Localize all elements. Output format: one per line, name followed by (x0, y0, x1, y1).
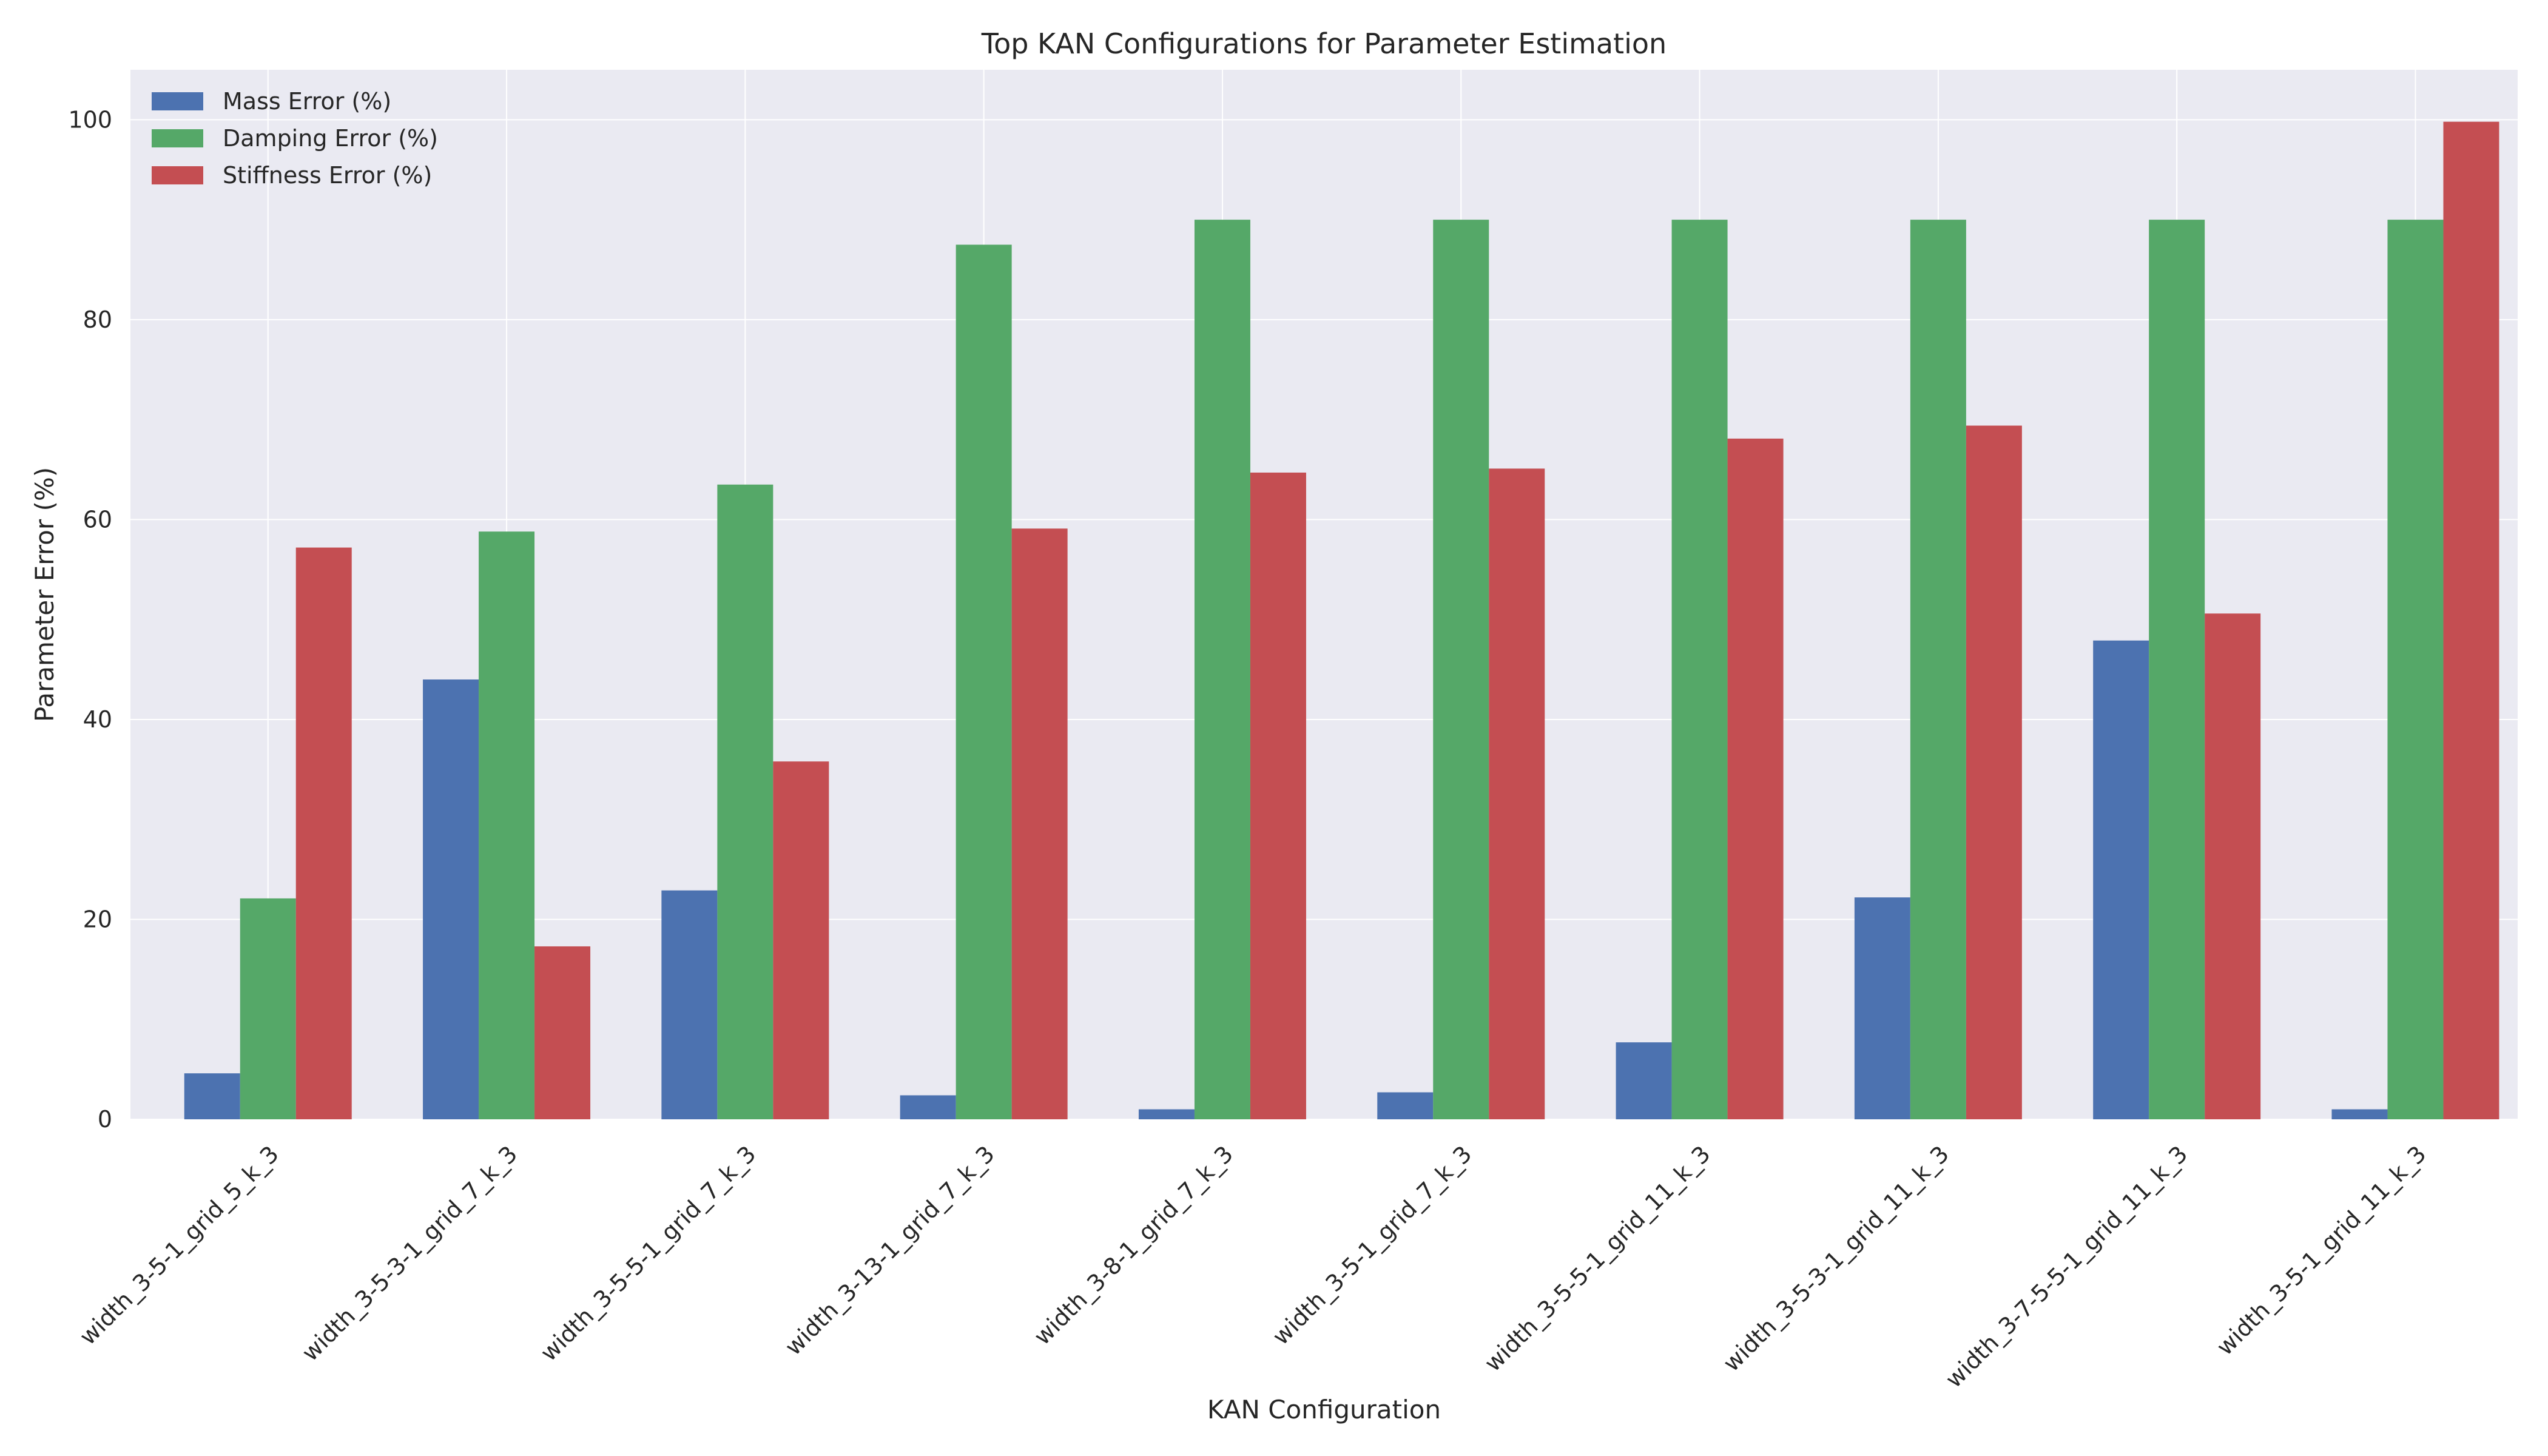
bar-mass-10 (2331, 1109, 2388, 1119)
bar-damping-7 (1671, 220, 1728, 1120)
legend-label: Damping Error (%) (223, 125, 438, 152)
y-tick-label: 60 (83, 506, 112, 533)
bar-stiffness-3 (773, 761, 829, 1119)
bar-damping-10 (2387, 220, 2444, 1120)
y-tick-label: 40 (83, 706, 112, 733)
x-tick-label: width_3-5-5-1_grid_11_k_3 (1479, 1141, 1715, 1377)
bars (184, 121, 2499, 1120)
bar-damping-4 (956, 244, 1012, 1119)
x-tick-label: width_3-5-3-1_grid_7_k_3 (297, 1141, 522, 1366)
chart-title: Top KAN Configurations for Parameter Est… (981, 27, 1667, 60)
bar-damping-2 (479, 531, 535, 1119)
bar-mass-9 (2093, 640, 2149, 1119)
x-tick-label: width_3-5-1_grid_11_k_3 (2211, 1141, 2432, 1361)
bar-mass-1 (184, 1073, 240, 1119)
legend: Mass Error (%) Damping Error (%) Stiffness… (152, 88, 438, 189)
bar-stiffness-10 (2443, 121, 2499, 1120)
bar-stiffness-7 (1727, 438, 1784, 1119)
bar-mass-2 (423, 679, 479, 1119)
bar-mass-4 (900, 1095, 956, 1119)
bar-mass-3 (661, 890, 718, 1119)
x-tick-label: width_3-5-1_grid_5_k_3 (75, 1141, 284, 1350)
y-tick-label: 100 (68, 106, 112, 133)
y-axis-label: Parameter Error (%) (30, 467, 59, 722)
x-tick-label: width_3-5-3-1_grid_11_k_3 (1718, 1141, 1954, 1377)
bar-stiffness-2 (534, 946, 591, 1119)
legend-label: Mass Error (%) (223, 88, 391, 115)
bar-stiffness-9 (2205, 613, 2261, 1119)
bar-damping-6 (1433, 220, 1489, 1120)
bar-stiffness-8 (1966, 425, 2022, 1119)
y-tick-label: 80 (83, 306, 112, 333)
legend-label: Stiffness Error (%) (223, 162, 432, 189)
bar-damping-5 (1194, 220, 1250, 1120)
y-tick-label: 0 (98, 1106, 112, 1133)
y-axis-ticks: 0 20 40 60 80 100 (68, 106, 112, 1133)
x-tick-label: width_3-7-5-5-1_grid_11_k_3 (1940, 1141, 2192, 1393)
bar-stiffness-5 (1250, 472, 1306, 1119)
bar-damping-1 (240, 898, 296, 1119)
legend-swatch (152, 166, 203, 184)
bar-mass-6 (1377, 1092, 1434, 1119)
y-tick-label: 20 (83, 906, 112, 932)
x-axis-label: KAN Configuration (1207, 1395, 1441, 1424)
x-tick-label: width_3-5-1_grid_7_k_3 (1267, 1141, 1477, 1350)
legend-swatch (152, 129, 203, 147)
x-tick-label: width_3-8-1_grid_7_k_3 (1029, 1141, 1238, 1350)
bar-mass-7 (1616, 1042, 1672, 1119)
legend-swatch (152, 92, 203, 110)
x-tick-label: width_3-13-1_grid_7_k_3 (780, 1141, 1000, 1361)
bar-stiffness-6 (1489, 468, 1545, 1119)
bar-mass-5 (1138, 1109, 1195, 1119)
bar-damping-8 (1910, 220, 1966, 1120)
bar-stiffness-4 (1011, 528, 1068, 1119)
bar-mass-8 (1854, 897, 1910, 1119)
bar-stiffness-1 (295, 547, 352, 1119)
bar-damping-3 (717, 484, 774, 1119)
x-tick-label: width_3-5-5-1_grid_7_k_3 (535, 1141, 761, 1366)
x-axis-ticks: width_3-5-1_grid_5_k_3 width_3-5-3-1_grid… (75, 1141, 2432, 1393)
bar-damping-9 (2149, 220, 2205, 1120)
